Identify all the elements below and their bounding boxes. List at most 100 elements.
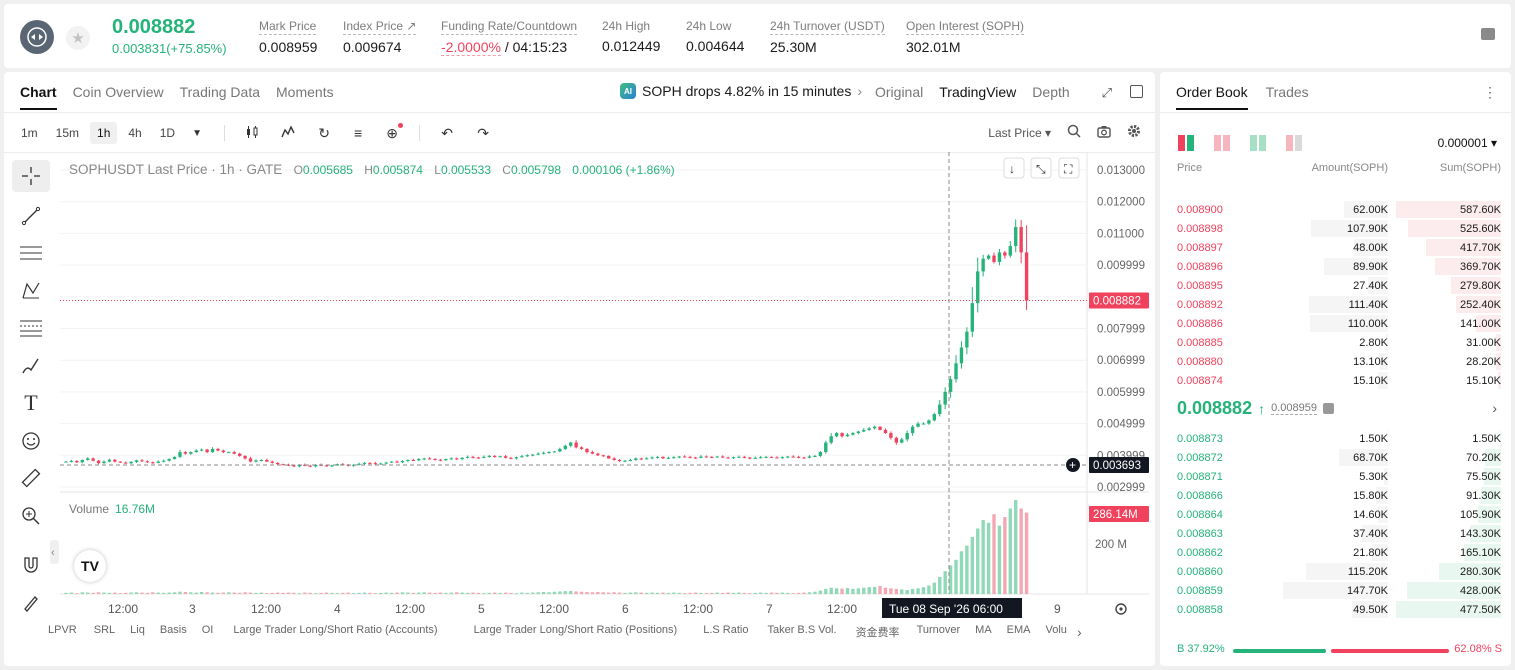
horizontal-lines-tool-icon[interactable] xyxy=(12,235,50,273)
mid-mark-price[interactable]: 0.008959 xyxy=(1271,402,1317,415)
timeframe-1h[interactable]: 1h xyxy=(90,122,118,144)
indicator-shortcut[interactable]: Large Trader Long/Short Ratio (Positions… xyxy=(473,624,678,636)
ask-row[interactable]: 0.008895 27.40K 279.80K xyxy=(1160,276,1511,295)
trend-line-tool-icon[interactable] xyxy=(12,197,50,235)
bid-row[interactable]: 0.008864 14.60K 105.90K xyxy=(1160,505,1511,524)
ask-row[interactable]: 0.008886 110.00K 141.00K xyxy=(1160,314,1511,333)
guide-book-icon[interactable] xyxy=(1481,28,1495,40)
chevron-right-icon[interactable]: › xyxy=(1076,624,1082,640)
refresh-icon[interactable]: ↻ xyxy=(318,124,330,141)
indicator-shortcut[interactable]: Liq xyxy=(130,624,145,636)
fib-tool-icon[interactable] xyxy=(12,310,50,348)
bid-row[interactable]: 0.008866 15.80K 91.30K xyxy=(1160,486,1511,505)
tab-chart[interactable]: Chart xyxy=(20,84,57,110)
indicator-shortcut[interactable]: Taker B.S Vol. xyxy=(767,624,837,636)
indicator-shortcut[interactable]: Large Trader Long/Short Ratio (Accounts) xyxy=(233,624,438,636)
emoji-tool-icon[interactable] xyxy=(12,422,50,460)
bid-row[interactable]: 0.008858 49.50K 477.50K xyxy=(1160,600,1511,619)
favorite-star-icon[interactable]: ★ xyxy=(66,26,90,50)
bid-row[interactable]: 0.008860 115.20K 280.30K xyxy=(1160,562,1511,581)
indicator-shortcut[interactable]: L.S Ratio xyxy=(703,624,749,636)
pattern-tool-icon[interactable] xyxy=(12,272,50,310)
tab-order-book[interactable]: Order Book xyxy=(1176,84,1248,110)
timeframe-4h[interactable]: 4h xyxy=(128,126,142,140)
view-asks-icon[interactable] xyxy=(1214,135,1230,151)
ask-row[interactable]: 0.008900 62.00K 587.60K xyxy=(1160,200,1511,219)
indicators-icon[interactable] xyxy=(277,124,299,142)
indicator-shortcut[interactable]: OI xyxy=(201,624,214,636)
redo-icon[interactable]: ↷ xyxy=(477,124,489,141)
stat-label[interactable]: Open Interest (SOPH) xyxy=(906,19,1025,35)
camera-icon[interactable] xyxy=(1097,125,1111,141)
window-icon[interactable] xyxy=(1130,85,1143,98)
ask-row[interactable]: 0.008874 15.10K 15.10K xyxy=(1160,371,1511,390)
ask-row[interactable]: 0.008896 89.90K 369.70K xyxy=(1160,257,1511,276)
ask-row[interactable]: 0.008897 48.00K 417.70K xyxy=(1160,238,1511,257)
crosshair-add-icon[interactable] xyxy=(1066,458,1080,473)
brush-tool-icon[interactable] xyxy=(12,347,50,385)
view-both-icon[interactable] xyxy=(1178,135,1194,151)
indicator-shortcut[interactable]: EMA xyxy=(1006,624,1031,636)
view-mixed-icon[interactable] xyxy=(1286,135,1302,151)
timeframe-15m[interactable]: 15m xyxy=(55,126,80,140)
arrow-down-icon[interactable] xyxy=(1003,157,1025,179)
axis-settings-icon[interactable] xyxy=(1115,603,1127,615)
chevron-right-icon[interactable]: › xyxy=(1492,400,1497,416)
bid-row[interactable]: 0.008862 21.80K 165.10K xyxy=(1160,543,1511,562)
timeframe-1m[interactable]: 1m xyxy=(21,126,38,140)
ask-row[interactable]: 0.008885 2.80K 31.00K xyxy=(1160,333,1511,352)
more-options-icon[interactable]: ⋮ xyxy=(1483,84,1497,100)
search-icon[interactable] xyxy=(1067,124,1081,141)
indicator-shortcut[interactable]: Volu xyxy=(1045,624,1067,636)
templates-icon[interactable]: ≡ xyxy=(353,125,363,141)
stat-label[interactable]: Mark Price xyxy=(259,19,317,35)
pencil-lock-tool-icon[interactable] xyxy=(12,584,50,622)
view-tab-depth[interactable]: Depth xyxy=(1032,84,1070,100)
collapse-icon[interactable] xyxy=(1030,157,1052,179)
bid-row[interactable]: 0.008863 37.40K 143.30K xyxy=(1160,524,1511,543)
tab-trades[interactable]: Trades xyxy=(1265,84,1309,100)
ask-row[interactable]: 0.008898 107.90K 525.60K xyxy=(1160,219,1511,238)
candle-body xyxy=(64,461,68,463)
collapse-drawbar-handle[interactable] xyxy=(50,540,59,564)
timeframe-1d[interactable]: 1D xyxy=(159,126,176,140)
expand-icon[interactable]: ⤢ xyxy=(1101,85,1112,100)
undo-icon[interactable]: ↶ xyxy=(441,124,453,141)
indicator-shortcut[interactable]: SRL xyxy=(93,624,116,636)
indicator-shortcut[interactable]: Turnover xyxy=(916,624,961,636)
ruler-tool-icon[interactable] xyxy=(12,460,50,498)
view-tab-tradingview[interactable]: TradingView xyxy=(939,84,1017,100)
crosshair-tool-icon[interactable] xyxy=(12,160,50,192)
candle-type-icon[interactable] xyxy=(241,125,263,142)
indicator-shortcut[interactable]: 资金费率 xyxy=(855,627,900,639)
ask-row[interactable]: 0.008892 111.40K 252.40K xyxy=(1160,295,1511,314)
zoom-in-tool-icon[interactable] xyxy=(12,497,50,535)
tradingview-logo[interactable]: TV xyxy=(74,550,106,582)
timeframe-dropdown-icon[interactable]: ▼ xyxy=(192,127,203,139)
indicator-shortcut[interactable]: LPVR xyxy=(48,624,77,636)
view-tab-original[interactable]: Original xyxy=(875,84,924,100)
indicator-shortcut[interactable]: MA xyxy=(975,624,992,636)
view-bids-icon[interactable] xyxy=(1250,135,1266,151)
stat-label[interactable]: Index Price ↗ xyxy=(343,19,417,35)
settings-gear-icon[interactable] xyxy=(1127,124,1141,141)
bid-row[interactable]: 0.008859 147.70K 428.00K xyxy=(1160,581,1511,600)
stat-label[interactable]: 24h Turnover (USDT) xyxy=(770,19,885,35)
bid-row[interactable]: 0.008871 5.30K 75.50K xyxy=(1160,467,1511,486)
precision-select[interactable]: 0.000001 ▾ xyxy=(1437,136,1497,150)
fullscreen-icon[interactable] xyxy=(1058,157,1080,179)
ask-row[interactable]: 0.008880 13.10K 28.20K xyxy=(1160,352,1511,371)
tab-moments[interactable]: Moments xyxy=(276,84,334,100)
magnet-tool-icon[interactable] xyxy=(12,547,50,585)
tab-coin-overview[interactable]: Coin Overview xyxy=(72,84,164,100)
price-chart[interactable]: 0.0130000.0120000.0110000.0099990.008999… xyxy=(4,72,1155,666)
bid-row[interactable]: 0.008873 1.50K 1.50K xyxy=(1160,429,1511,448)
tab-trading-data[interactable]: Trading Data xyxy=(179,84,261,100)
bid-row[interactable]: 0.008872 68.70K 70.20K xyxy=(1160,448,1511,467)
indicator-shortcut[interactable]: Basis xyxy=(159,624,187,636)
price-type-select[interactable]: Last Price ▾ xyxy=(988,125,1051,140)
stat-label[interactable]: Funding Rate/Countdown xyxy=(441,19,578,35)
add-indicator-icon[interactable]: ⊕ xyxy=(381,122,404,142)
text-tool-icon[interactable]: T xyxy=(24,390,38,416)
price-alert-banner[interactable]: AI SOPH drops 4.82% in 15 minutes › xyxy=(620,83,862,99)
